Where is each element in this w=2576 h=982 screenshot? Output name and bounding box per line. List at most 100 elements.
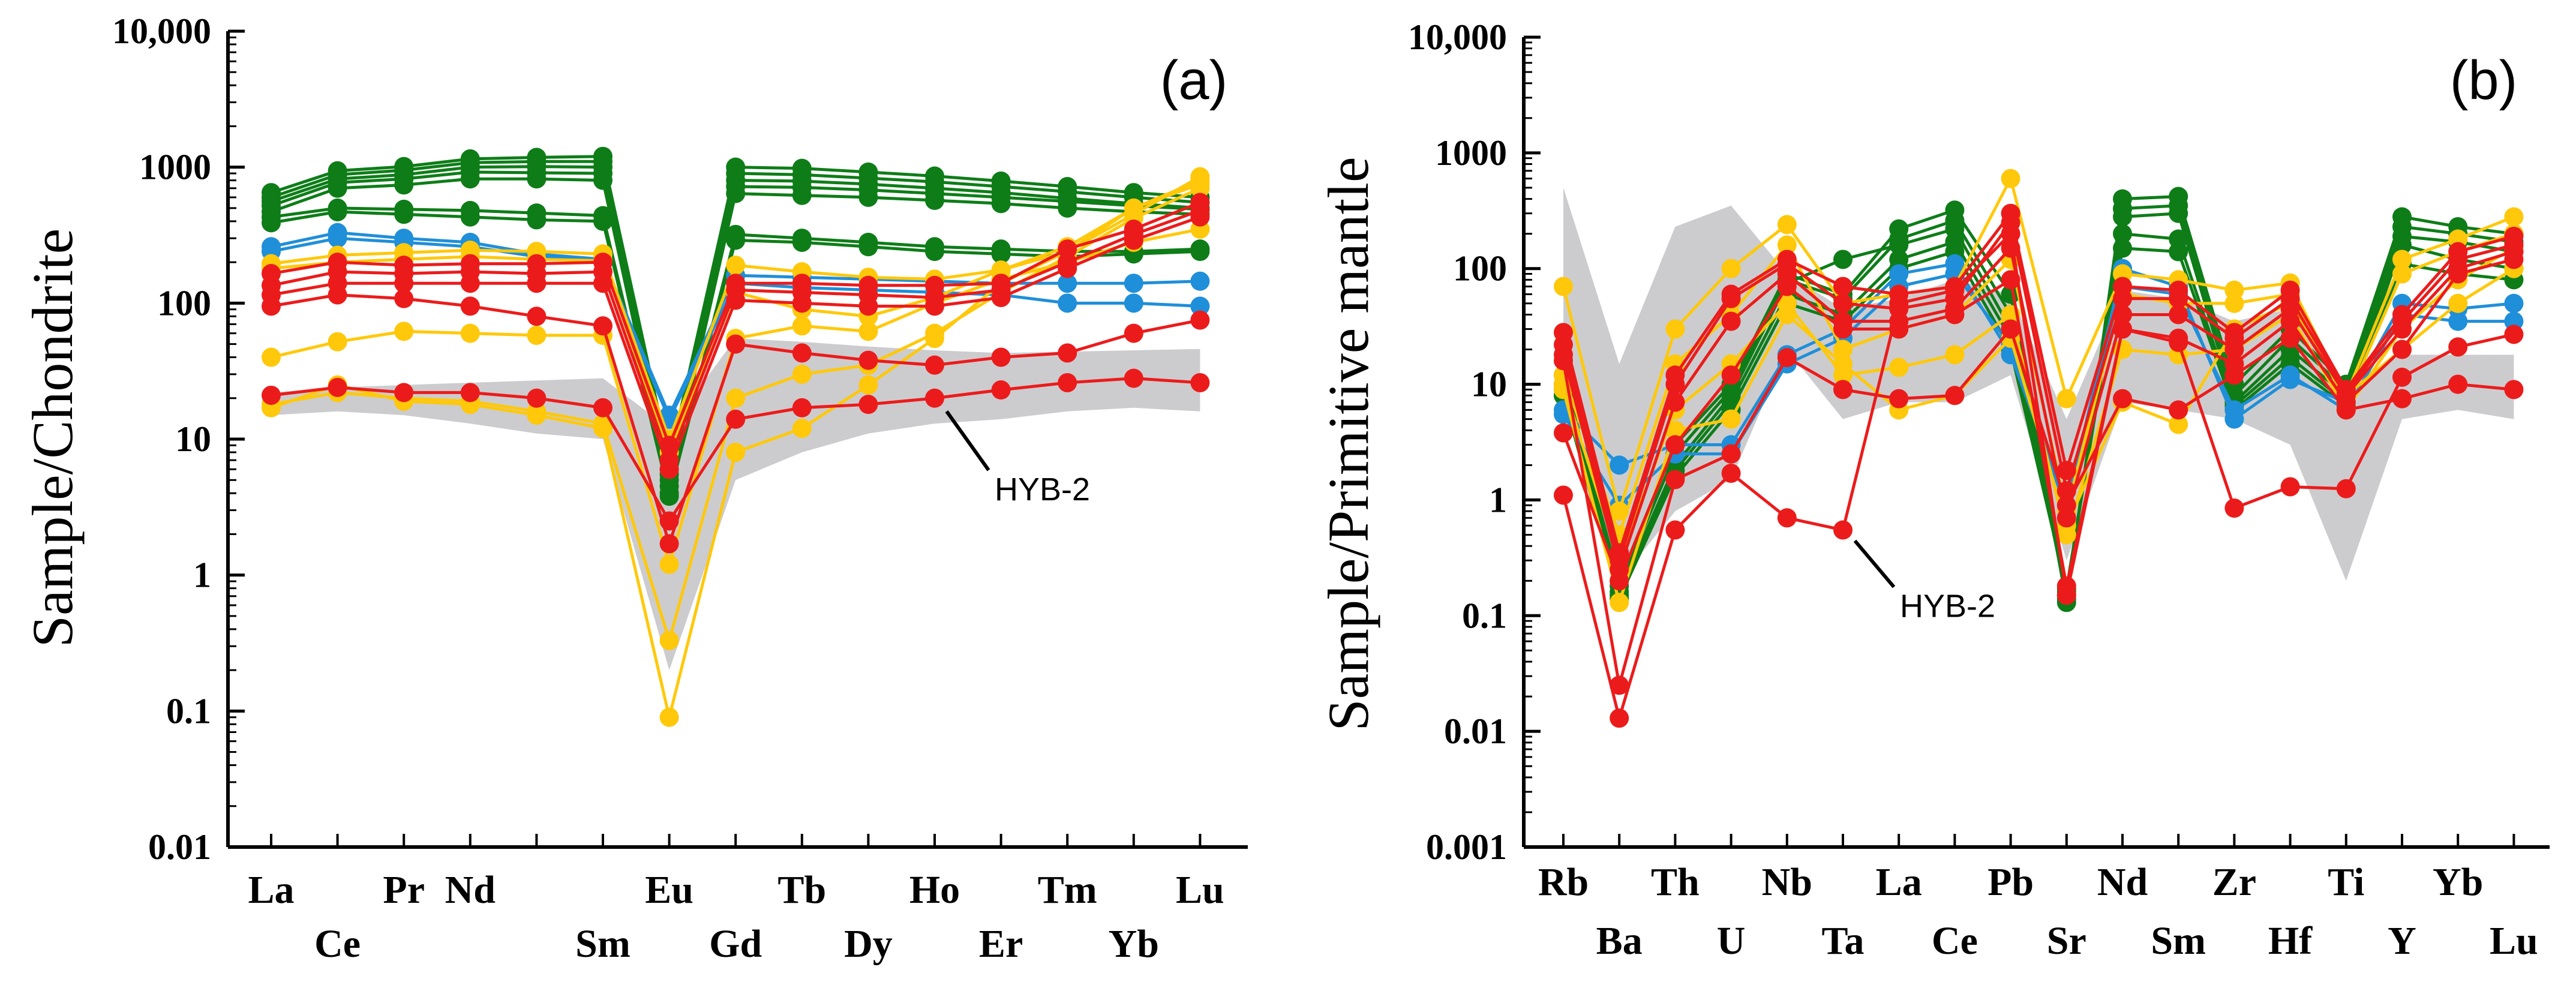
x-label-lu: Lu: [1176, 868, 1224, 912]
annotation-label: HYB-2: [1900, 588, 1995, 624]
point-green-3-sm: [2169, 203, 2188, 223]
point-green-5-ce: [328, 178, 347, 198]
point-red-3-nd: [2113, 305, 2132, 325]
point-yellow-3-tb: [792, 316, 812, 336]
point-blue-1-lu: [1190, 271, 1210, 291]
x-label-eu: Eu: [645, 868, 693, 912]
x-label-gd: Gd: [709, 922, 762, 966]
point-red-2-nd: [2113, 289, 2132, 308]
point-green-5-sm: [593, 170, 613, 190]
x-label-ce: Ce: [1932, 919, 1978, 963]
point-yellow-3-la: [262, 347, 281, 367]
point-red-3-eu: [659, 460, 679, 479]
point-red-5-nb: [1777, 348, 1797, 368]
y-tick-label: 0.01: [1444, 711, 1507, 751]
y-tick-label: 10,000: [1408, 17, 1507, 57]
point-red-3-gd: [726, 290, 746, 310]
point-green-5-dy: [858, 187, 878, 207]
point-red-4-tb: [792, 343, 812, 363]
point-blue-2-hf: [2280, 365, 2300, 385]
x-label-ti: Ti: [2328, 860, 2364, 904]
point-yellow-5-dy: [858, 375, 878, 395]
point-yellow-1-nb: [1777, 215, 1797, 235]
point-red-5-zr: [2224, 365, 2244, 385]
point-yellow-1-u: [1721, 259, 1741, 278]
y-tick-label: 1000: [1435, 133, 1507, 173]
point-red-2-ta: [1833, 293, 1853, 313]
x-label-zr: Zr: [2212, 860, 2256, 904]
point-green-3-nd: [2113, 207, 2132, 227]
point-green-4-nd: [2113, 224, 2132, 244]
point-blue-2-yb: [2448, 311, 2468, 331]
point-green-7-eu: [659, 487, 679, 506]
point-green-7-sm: [593, 211, 613, 231]
point-yellow-5-tb: [792, 419, 812, 439]
point-red-4-yb: [1124, 323, 1143, 343]
panel-label: (b): [2450, 50, 2517, 111]
point-yellow-4-th: [1665, 421, 1685, 440]
point-red-2-sm: [2169, 289, 2188, 308]
point-green-7-er: [991, 244, 1011, 264]
point-red-4-u: [1721, 365, 1741, 385]
point-yellow-2-zr: [2224, 293, 2244, 313]
point-green-7-ho: [925, 242, 944, 262]
x-label-rb: Rb: [1538, 860, 1589, 904]
point-yellow-1-gd: [726, 256, 746, 275]
point-green-5-ho: [925, 191, 944, 211]
point-red-5-ce: [328, 377, 347, 397]
panel-label: (a): [1160, 50, 1227, 111]
point-red-4-pr: [394, 289, 414, 308]
point-red-6-ce: [1945, 280, 1965, 300]
point-green-7-ce: [328, 202, 347, 221]
point-red-5-sm: [2169, 400, 2188, 420]
point-green-5-sm: [2169, 242, 2188, 262]
point-red-5-yb: [1124, 368, 1143, 388]
point-yellow-5-yb: [1124, 198, 1143, 218]
point-red-5-la: [262, 385, 281, 405]
point-green-5-pr: [394, 175, 414, 195]
point-red-6-ti: [2336, 479, 2356, 498]
x-label-pr: Pr: [383, 868, 425, 912]
point-red-5-ba: [1610, 675, 1629, 695]
point-yellow-2-ta: [1833, 340, 1853, 359]
point-green-7-lu: [1190, 242, 1210, 262]
point-red-4-nb: [1777, 277, 1797, 296]
x-label-hf: Hf: [2268, 919, 2313, 963]
point-red-5-tm: [1058, 373, 1077, 392]
x-label-sm: Sm: [2151, 919, 2206, 963]
point-red-4-eu: [659, 534, 679, 554]
x-label-ho: Ho: [909, 868, 960, 912]
annotation-label: HYB-2: [995, 472, 1090, 507]
point-blue-2-tm: [1058, 293, 1077, 313]
point-yellow-2-nb: [1777, 235, 1797, 255]
point-red-6-nb: [1777, 508, 1797, 528]
point-blue-2-ce: [328, 229, 347, 248]
y-tick-label: 0.1: [166, 691, 211, 731]
point-green-7-dy: [858, 237, 878, 257]
point-red-3-th: [1665, 392, 1685, 412]
point-red-6-yb: [2448, 337, 2468, 357]
point-blue-1-yb: [1124, 274, 1143, 293]
point-red-3-dy: [858, 296, 878, 316]
point-red-5-lu: [2504, 380, 2524, 400]
point-red-4-ba: [1610, 571, 1629, 591]
point-yellow-1-y: [2392, 250, 2412, 269]
point-yellow-3-pm: [527, 325, 547, 345]
point-red-4-hf: [2280, 311, 2300, 331]
point-red-3-tb: [792, 293, 812, 313]
point-red-3-u: [1721, 311, 1741, 331]
point-red-5-ti: [2336, 400, 2356, 420]
point-green-3-ta: [1833, 250, 1853, 269]
point-yellow-1-sr: [2056, 389, 2076, 409]
point-yellow-5-lu: [1190, 174, 1210, 194]
y-tick-label: 10,000: [112, 11, 211, 51]
point-green-5-tb: [792, 185, 812, 205]
point-yellow-4-eu: [659, 630, 679, 650]
point-yellow-3-la: [1889, 358, 1909, 377]
point-red-4-ce: [1945, 305, 1965, 325]
point-red-4-ce: [328, 285, 347, 305]
point-yellow-5-gd: [726, 442, 746, 462]
series-line-red-2: [1562, 221, 2515, 562]
point-red-3-yb: [1124, 230, 1143, 250]
